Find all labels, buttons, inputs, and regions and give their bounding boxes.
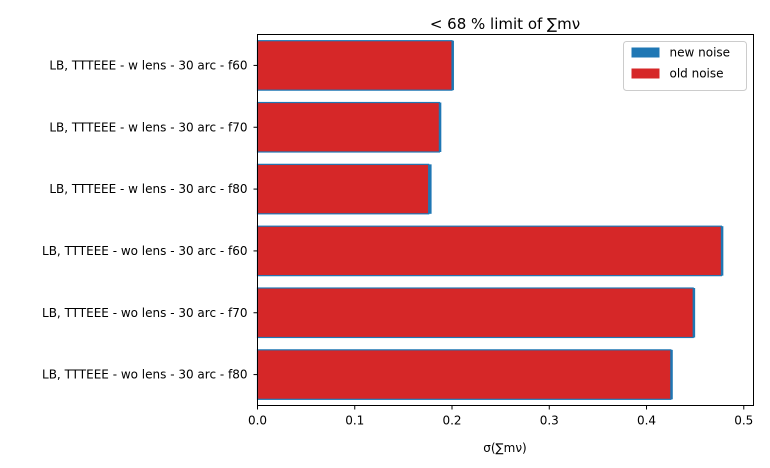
chart-title: < 68 % limit of ∑mν xyxy=(430,15,580,33)
bar-old-noise-3 xyxy=(256,163,430,215)
y-axis: LB, TTTEEE - w lens - 30 arc - f60 LB, TT… xyxy=(42,58,258,382)
bar-old-noise-1 xyxy=(256,40,453,91)
x-axis-label: σ(∑mν) xyxy=(483,441,526,455)
plot-frame xyxy=(257,34,754,406)
x-tick-label: 0.5 xyxy=(734,414,753,428)
bar-old-noise-6 xyxy=(256,349,672,400)
bars-layer xyxy=(256,40,724,400)
legend-swatch-new-noise xyxy=(631,47,660,58)
x-tick-label: 0.2 xyxy=(442,414,461,428)
y-tick-label: LB, TTTEEE - w lens - 30 arc - f70 xyxy=(49,120,247,134)
x-tick-label: 0.1 xyxy=(345,414,364,428)
y-tick-label: LB, TTTEEE - w lens - 30 arc - f80 xyxy=(49,182,247,196)
x-axis: 0.0 0.1 0.2 0.3 0.4 0.5 xyxy=(248,405,753,428)
x-tick-label: 0.4 xyxy=(637,414,656,428)
legend-label-old-noise: old noise xyxy=(670,67,724,81)
y-tick-label: LB, TTTEEE - wo lens - 30 arc - f60 xyxy=(42,244,247,258)
y-tick-label: LB, TTTEEE - wo lens - 30 arc - f70 xyxy=(42,306,247,320)
legend-label-new-noise: new noise xyxy=(670,46,731,60)
y-tick-label: LB, TTTEEE - w lens - 30 arc - f60 xyxy=(49,58,247,72)
bar-old-noise-5 xyxy=(256,287,694,339)
x-tick-label: 0.3 xyxy=(540,414,559,428)
x-tick-label: 0.0 xyxy=(248,414,267,428)
legend-swatch-old-noise xyxy=(631,68,660,79)
bar-old-noise-2 xyxy=(256,101,440,153)
y-tick-label: LB, TTTEEE - wo lens - 30 arc - f80 xyxy=(42,368,247,382)
legend: new noise old noise xyxy=(623,41,747,91)
bar-old-noise-4 xyxy=(256,225,723,277)
